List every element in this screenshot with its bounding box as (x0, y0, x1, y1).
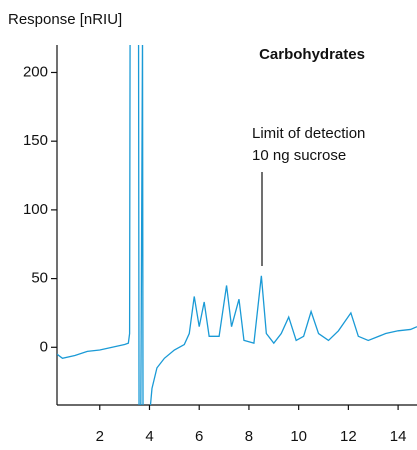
chart-title: Carbohydrates (259, 46, 365, 63)
y-tick-label: 200 (23, 63, 48, 80)
x-tick-label: 10 (290, 428, 307, 445)
y-tick-label: 100 (23, 201, 48, 218)
x-tick-label: 8 (245, 428, 253, 445)
annotation: 10 ng sucrose (252, 147, 346, 164)
y-axis-label: Response [nRIU] (8, 11, 122, 28)
x-tick-label: 12 (340, 428, 357, 445)
y-tick-label: 150 (23, 132, 48, 149)
x-tick-label: 14 (390, 428, 407, 445)
y-tick-label: 0 (40, 338, 48, 355)
x-tick-label: 6 (195, 428, 203, 445)
annotation: Limit of detection (252, 125, 365, 142)
x-tick-label: 4 (145, 428, 153, 445)
trace (57, 45, 417, 405)
x-tick-label: 2 (96, 428, 104, 445)
y-tick-label: 50 (31, 270, 48, 287)
